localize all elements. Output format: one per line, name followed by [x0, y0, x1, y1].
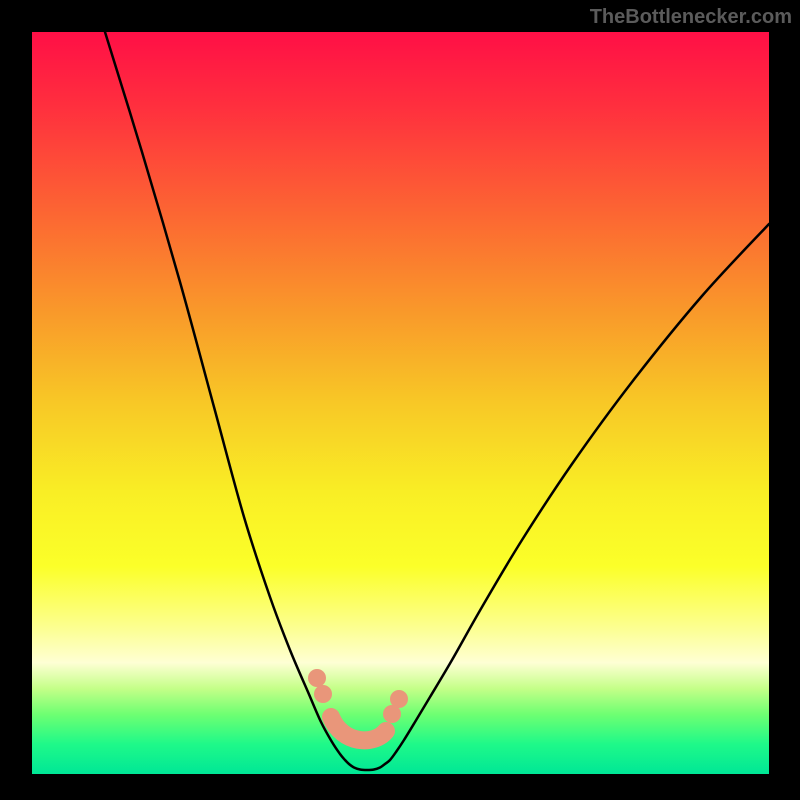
- chart-frame: TheBottlenecker.com: [0, 0, 800, 800]
- watermark-text: TheBottlenecker.com: [590, 6, 792, 29]
- plot-area: [32, 32, 769, 774]
- plot-overlay: [32, 32, 769, 774]
- bottom-marker-circle: [390, 690, 408, 708]
- bottom-marker-circle: [314, 685, 332, 703]
- bottom-markers: [308, 669, 408, 740]
- bottom-marker-circle: [308, 669, 326, 687]
- bottleneck-curve: [105, 32, 769, 770]
- bottom-marker-arc: [331, 717, 386, 740]
